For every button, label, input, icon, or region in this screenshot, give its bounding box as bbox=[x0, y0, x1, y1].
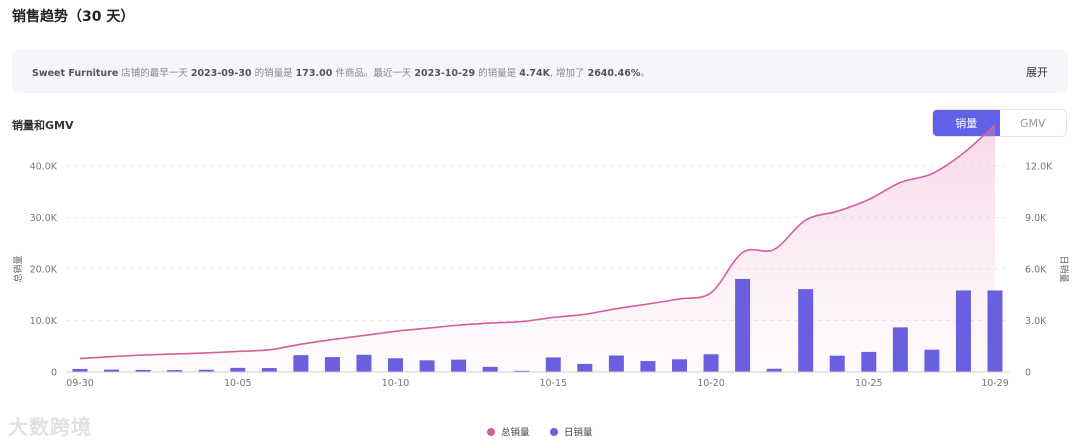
store-name: Sweet Furniture bbox=[32, 68, 119, 79]
page-title: 销售趋势（30 天） bbox=[12, 9, 135, 25]
summary-part: 的销量是 bbox=[251, 68, 296, 79]
daily-sales-bar bbox=[230, 367, 246, 372]
daily-sales-bar bbox=[640, 361, 656, 372]
daily-sales-bar bbox=[388, 358, 404, 372]
left-axis-label: 总销量 bbox=[12, 255, 24, 282]
x-axis-tick-label: 09-30 bbox=[66, 378, 94, 389]
daily-sales-bar bbox=[293, 355, 309, 372]
right-axis-tick-label: 0 bbox=[1025, 368, 1031, 379]
summary-part: 店铺的最早一天 bbox=[118, 68, 191, 79]
x-axis-tick-label: 10-25 bbox=[855, 378, 883, 389]
daily-sales-bar bbox=[735, 278, 751, 372]
summary-part: 的销量是 bbox=[475, 68, 520, 79]
daily-sales-bar bbox=[356, 354, 372, 372]
left-axis-tick-label: 0 bbox=[51, 368, 57, 379]
watermark-logo: 大数跨境 bbox=[8, 415, 92, 439]
right-axis-tick-label: 9.0K bbox=[1025, 213, 1047, 224]
daily-sales-bar bbox=[514, 370, 530, 372]
chart-section-title: 销量和GMV bbox=[12, 119, 74, 132]
daily-sales-bar bbox=[829, 355, 845, 372]
summary-box: Sweet Furniture 店铺的最早一天 2023-09-30 的销量是 … bbox=[12, 50, 1068, 93]
right-axis-tick-label: 3.0K bbox=[1025, 316, 1047, 327]
end-date: 2023-10-29 bbox=[414, 68, 476, 79]
daily-sales-bar bbox=[671, 359, 687, 372]
daily-sales-bar bbox=[987, 290, 1003, 372]
right-axis-tick-label: 6.0K bbox=[1025, 265, 1047, 276]
total-sales-line bbox=[79, 124, 996, 360]
left-axis-tick-label: 40.0K bbox=[30, 162, 58, 173]
total-sales-area bbox=[80, 124, 995, 372]
daily-sales-bar bbox=[766, 368, 782, 372]
summary-text: Sweet Furniture 店铺的最早一天 2023-09-30 的销量是 … bbox=[32, 65, 650, 79]
daily-sales-bar bbox=[861, 351, 877, 372]
daily-sales-bar bbox=[798, 289, 814, 372]
daily-sales-bar bbox=[198, 369, 214, 372]
left-axis-tick-label: 20.0K bbox=[30, 265, 58, 276]
daily-sales-bar bbox=[703, 354, 719, 372]
daily-sales-bar bbox=[608, 355, 624, 372]
x-axis-tick-label: 10-10 bbox=[382, 378, 410, 389]
right-axis-tick-label: 12.0K bbox=[1025, 162, 1053, 173]
toggle-gmv-button[interactable]: GMV bbox=[999, 110, 1066, 136]
daily-sales-bar bbox=[419, 360, 435, 372]
x-axis-tick-label: 10-20 bbox=[697, 378, 725, 389]
legend-total-marker bbox=[487, 428, 495, 436]
x-axis-tick-label: 10-05 bbox=[224, 378, 252, 389]
daily-sales-bar bbox=[924, 349, 940, 372]
summary-part: , 增加了 bbox=[550, 68, 588, 79]
summary-part: 件商品。最近一天 bbox=[332, 68, 415, 79]
daily-sales-bar bbox=[482, 366, 498, 372]
summary-part: 。 bbox=[640, 68, 650, 79]
x-axis-tick-label: 10-29 bbox=[981, 378, 1009, 389]
metric-toggle: 销量 GMV bbox=[932, 109, 1067, 137]
daily-sales-bar bbox=[104, 369, 120, 372]
daily-sales-bar bbox=[135, 369, 151, 372]
legend-daily-label: 日销量 bbox=[564, 427, 593, 439]
daily-sales-bar bbox=[324, 357, 340, 372]
right-axis-label: 日销量 bbox=[1058, 255, 1070, 282]
daily-sales-bar bbox=[261, 368, 277, 372]
legend-daily-marker bbox=[550, 428, 558, 436]
daily-sales-bar bbox=[577, 363, 593, 372]
daily-sales-bar bbox=[892, 327, 908, 372]
left-axis-tick-label: 30.0K bbox=[30, 213, 58, 224]
start-value: 173.00 bbox=[295, 68, 333, 79]
daily-sales-bar bbox=[167, 370, 183, 372]
daily-sales-bar bbox=[72, 368, 88, 372]
daily-sales-bar bbox=[545, 357, 561, 372]
x-axis-tick-label: 10-15 bbox=[539, 378, 567, 389]
legend-total-label: 总销量 bbox=[501, 427, 530, 439]
start-date: 2023-09-30 bbox=[190, 68, 252, 79]
expand-button[interactable]: 展开 bbox=[1026, 66, 1048, 79]
left-axis-tick-label: 10.0K bbox=[30, 316, 58, 327]
daily-sales-bar bbox=[451, 359, 467, 372]
daily-sales-bar bbox=[955, 290, 971, 372]
end-value: 4.74K bbox=[519, 68, 551, 79]
growth-value: 2640.46% bbox=[587, 68, 641, 79]
